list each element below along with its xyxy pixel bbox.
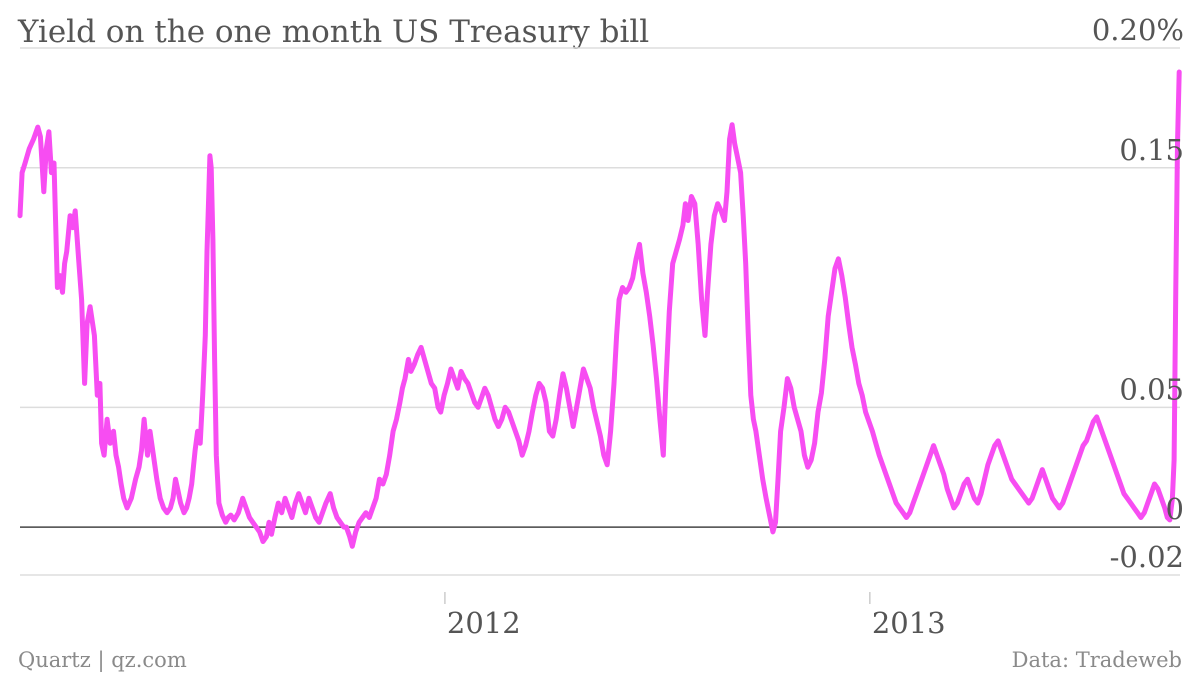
x-tick-label: 2012 [447,606,521,640]
series-line [17,69,1182,549]
x-tick-labels: 2012 2013 [447,606,946,640]
series-layer [17,69,1182,549]
source-label: Data: Tradeweb [1012,648,1182,672]
y-tick-label: 0.05 [1119,372,1184,406]
x-tick-marks [444,592,871,604]
x-tick-label: 2013 [872,606,946,640]
chart-title: Yield on the one month US Treasury bill [17,14,649,50]
credit-label: Quartz | qz.com [18,648,187,673]
y-tick-label: -0.02 [1110,540,1184,574]
gridlines [20,47,1180,576]
y-tick-labels: 0.20% 0.15 0.05 0 -0.02 [1092,13,1184,574]
y-tick-label: 0.15 [1119,133,1184,167]
y-tick-label: 0 [1166,492,1184,526]
y-tick-label: 0.20% [1092,13,1184,47]
